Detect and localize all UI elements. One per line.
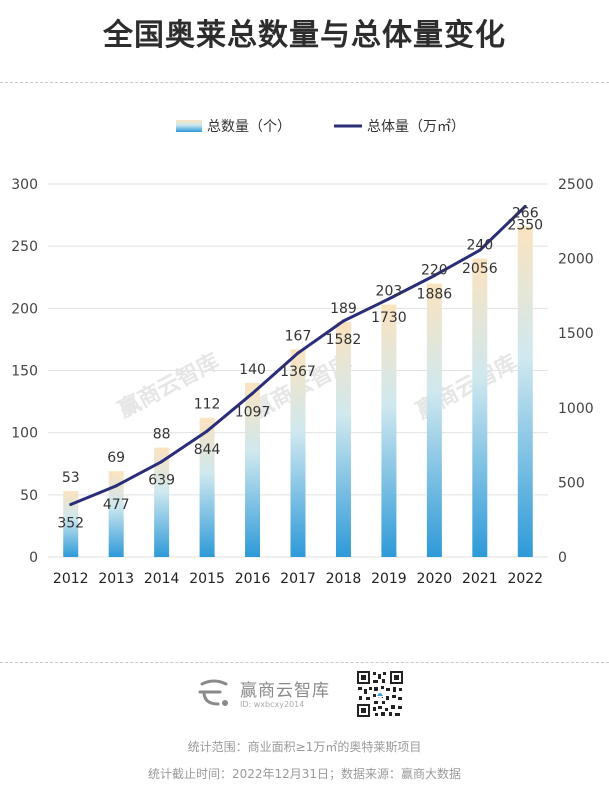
bar xyxy=(472,258,488,557)
line-value-label: 2350 xyxy=(507,217,543,233)
line-value-label: 1730 xyxy=(371,310,407,326)
left-tick-label: 250 xyxy=(11,239,38,255)
bar-value-label: 53 xyxy=(62,470,80,486)
line-point xyxy=(296,351,300,355)
right-tick-label: 500 xyxy=(558,475,585,491)
line-point xyxy=(387,297,391,301)
line-value-label: 477 xyxy=(103,497,130,513)
qr-code-icon xyxy=(356,670,404,718)
bar-value-label: 240 xyxy=(466,238,493,254)
line-point xyxy=(523,204,527,208)
line-point xyxy=(432,274,436,278)
line-value-label: 844 xyxy=(194,442,221,458)
right-tick-label: 0 xyxy=(558,550,567,566)
bar-value-label: 140 xyxy=(239,362,266,378)
right-tick-label: 2000 xyxy=(558,252,594,268)
line-point xyxy=(251,391,255,395)
x-tick-label: 2020 xyxy=(417,571,453,587)
left-tick-label: 0 xyxy=(29,550,38,566)
line-value-label: 2056 xyxy=(462,261,498,277)
page-title: 全国奥莱总数量与总体量变化 xyxy=(103,18,506,53)
bar xyxy=(381,304,397,557)
bar-value-label: 220 xyxy=(421,262,448,278)
bar xyxy=(63,491,79,557)
bar xyxy=(335,322,351,557)
line-value-label: 1367 xyxy=(280,364,316,380)
bar-value-label: 112 xyxy=(194,397,221,413)
bar xyxy=(290,349,306,557)
legend-bar-label: 总数量（个） xyxy=(207,119,291,135)
x-tick-label: 2019 xyxy=(371,571,407,587)
brand-block: 赢商云智库 ID: wxbcxy2014 xyxy=(196,672,426,717)
bar-value-label: 203 xyxy=(376,284,403,300)
left-tick-label: 200 xyxy=(11,301,38,317)
x-tick-label: 2013 xyxy=(98,571,134,587)
bar-value-label: 189 xyxy=(330,301,357,317)
bar xyxy=(154,447,170,557)
line-value-label: 1582 xyxy=(326,332,362,348)
x-tick-label: 2012 xyxy=(53,571,89,587)
bar xyxy=(517,226,533,558)
line-value-label: 1886 xyxy=(417,287,453,303)
right-tick-label: 2500 xyxy=(558,177,594,193)
x-tick-label: 2015 xyxy=(189,571,225,587)
bar-value-label: 266 xyxy=(512,205,539,221)
line-point xyxy=(205,429,209,433)
line-value-label: 639 xyxy=(148,473,175,489)
chart: 赢商云智库赢商云智库赢商云智库 536988112140167189203220… xyxy=(11,119,594,587)
brand-name: 赢商云智库 xyxy=(240,681,330,701)
bar-value-label: 88 xyxy=(153,427,171,443)
right-tick-label: 1500 xyxy=(558,326,594,342)
bar xyxy=(199,417,215,557)
footer-source: 统计截止时间：2022年12月31日；数据来源：赢商大数据 xyxy=(147,767,462,781)
bar xyxy=(245,382,261,557)
line-point xyxy=(478,248,482,252)
line-point xyxy=(114,484,118,488)
left-tick-label: 50 xyxy=(20,488,38,504)
line-value-label: 1097 xyxy=(235,404,271,420)
line-point xyxy=(160,460,164,464)
footer-scope: 统计范围：商业面积≥1万㎡的奥特莱斯项目 xyxy=(187,740,422,754)
bar xyxy=(108,471,124,557)
x-tick-label: 2021 xyxy=(462,571,498,587)
brand-id: ID: wxbcxy2014 xyxy=(240,700,305,709)
top-divider xyxy=(0,82,609,83)
x-tick-label: 2022 xyxy=(507,571,543,587)
bar-value-label: 167 xyxy=(285,328,312,344)
left-tick-label: 150 xyxy=(11,364,38,380)
bar-value-label: 69 xyxy=(107,450,125,466)
left-tick-label: 300 xyxy=(11,177,38,193)
line-point xyxy=(69,502,73,506)
legend-bar-swatch xyxy=(176,120,202,132)
line-value-label: 352 xyxy=(57,515,84,531)
bottom-divider xyxy=(0,662,609,663)
x-tick-label: 2017 xyxy=(280,571,316,587)
line-point xyxy=(341,319,345,323)
bar xyxy=(426,283,442,557)
x-tick-label: 2018 xyxy=(326,571,362,587)
legend-line-label: 总体量（万㎡） xyxy=(367,119,465,135)
left-tick-label: 100 xyxy=(11,426,38,442)
x-tick-label: 2014 xyxy=(144,571,180,587)
brand-logo-icon xyxy=(198,679,228,706)
right-tick-label: 1000 xyxy=(558,401,594,417)
x-tick-label: 2016 xyxy=(235,571,271,587)
